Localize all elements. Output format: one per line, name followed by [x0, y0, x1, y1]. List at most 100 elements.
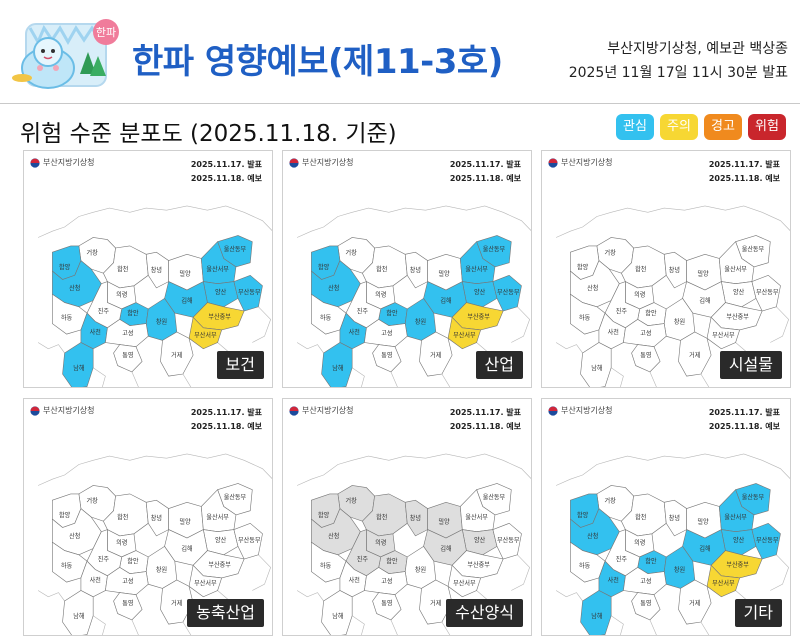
- coastline-outline: [351, 367, 365, 387]
- region-tongyeong: [372, 592, 402, 621]
- region-label-tongyeong: 통영: [381, 599, 392, 607]
- coastline-outline: [37, 590, 65, 602]
- region-label-hadong: 하동: [61, 313, 73, 321]
- coastline-outline: [37, 342, 65, 354]
- region-label-changnyeong: 창녕: [669, 266, 680, 274]
- sector-label: 시설물: [719, 351, 782, 379]
- kma-emblem-icon: [289, 405, 299, 416]
- coastline-outline: [700, 373, 710, 387]
- region-tongyeong: [631, 344, 661, 373]
- region-label-uiryeong: 의령: [116, 538, 127, 546]
- region-label-changnyeong: 창녕: [669, 514, 680, 522]
- region-geoje: [678, 579, 712, 625]
- map-panel-5: 거창 함양 합천 창녕 밀양 울산동부 울산서부 산청 의령 양산 함안 김해 부산동부 진주 창원 부산중부…: [282, 398, 532, 636]
- region-label-changnyeong: 창녕: [410, 514, 421, 522]
- region-label-uiryeong: 의령: [634, 538, 645, 546]
- kma-emblem-icon: [289, 157, 299, 168]
- region-goseong: [105, 567, 149, 596]
- region-label-changnyeong: 창녕: [151, 266, 162, 274]
- region-label-namhae: 남해: [591, 612, 603, 620]
- region-label-sancheong: 산청: [328, 532, 339, 540]
- region-label-tongyeong: 통영: [381, 351, 392, 359]
- region-label-haman: 함안: [127, 557, 139, 565]
- region-label-uiryeong: 의령: [375, 538, 386, 546]
- legend-level-caution: 주의: [660, 114, 698, 140]
- region-tongyeong: [372, 344, 402, 373]
- region-sacheon: [80, 560, 108, 598]
- region-label-jinju: 진주: [616, 555, 628, 563]
- region-label-busan_west: 부산서부: [194, 331, 217, 339]
- region-label-hadong: 하동: [579, 561, 591, 569]
- region-label-hamyang: 함양: [59, 511, 71, 519]
- region-goseong: [623, 319, 667, 348]
- kma-emblem-icon: [548, 405, 558, 416]
- region-label-geochang: 거창: [346, 496, 358, 504]
- region-label-goseong: 고성: [122, 577, 133, 585]
- coastline-outline: [131, 371, 139, 387]
- coastline-outline: [296, 205, 531, 238]
- region-label-ulsan_east: 울산동부: [742, 493, 765, 501]
- region-label-geoje: 거제: [430, 351, 442, 359]
- header-divider: [0, 103, 800, 104]
- mascot-snowman-icon: 한파: [12, 19, 119, 89]
- region-label-sacheon: 사천: [608, 328, 620, 336]
- forecast-date: 2025.11.18. 예보: [190, 422, 262, 431]
- region-changwon: [663, 297, 696, 341]
- coastline-outline: [131, 619, 139, 635]
- forecast-date: 2025.11.18. 예보: [708, 174, 780, 183]
- map-panel-2: 거창 함양 합천 창녕 밀양 울산동부 울산서부 산청 의령 양산 함안 김해 부산동부 진주 창원 부산중부…: [282, 150, 532, 388]
- region-goseong: [364, 567, 408, 596]
- region-sacheon: [80, 312, 108, 350]
- coastline-outline: [770, 554, 789, 591]
- kma-emblem-icon: [30, 405, 40, 416]
- region-label-haman: 함안: [645, 309, 657, 317]
- coastline-outline: [92, 367, 106, 387]
- forecast-date: 2025.11.18. 예보: [449, 174, 521, 183]
- coastline-outline: [351, 615, 365, 635]
- region-namhae: [321, 590, 353, 635]
- region-label-hapcheon: 합천: [376, 265, 388, 273]
- region-label-hamyang: 함양: [318, 511, 330, 519]
- region-label-busan_west: 부산서부: [712, 579, 735, 587]
- region-tongyeong: [113, 592, 143, 621]
- region-label-sacheon: 사천: [90, 328, 102, 336]
- region-label-geochang: 거창: [87, 496, 99, 504]
- region-label-ulsan_west: 울산서부: [206, 513, 229, 521]
- region-label-gimhae: 김해: [440, 545, 452, 553]
- region-label-changwon: 창원: [415, 566, 427, 574]
- coastline-outline: [37, 205, 272, 238]
- region-label-geoje: 거제: [171, 599, 183, 607]
- region-label-ulsan_west: 울산서부: [465, 513, 488, 521]
- region-label-changnyeong: 창녕: [410, 266, 421, 274]
- map-panel-3: 거창 함양 합천 창녕 밀양 울산동부 울산서부 산청 의령 양산 함안 김해 부산동부 진주 창원 부산중부…: [541, 150, 791, 388]
- issued-time-text: 2025년 11월 17일 11시 30분 발표: [568, 65, 788, 81]
- agency-logo: 부산지방기상청: [30, 157, 95, 168]
- region-label-changwon: 창원: [156, 318, 168, 326]
- region-label-sancheong: 산청: [587, 532, 598, 540]
- region-label-namhae: 남해: [591, 364, 603, 372]
- region-namhae: [62, 590, 94, 635]
- mascot-badge-text: 한파: [96, 26, 116, 39]
- region-label-geoje: 거제: [171, 351, 183, 359]
- agency-name: 부산지방기상청: [43, 406, 95, 415]
- region-goseong: [105, 319, 149, 348]
- region-label-uiryeong: 의령: [116, 290, 127, 298]
- region-label-sancheong: 산청: [328, 284, 339, 292]
- region-sacheon: [339, 312, 367, 350]
- issue-date: 2025.11.17. 발표: [708, 160, 780, 169]
- region-label-changwon: 창원: [156, 566, 168, 574]
- region-label-hapcheon: 합천: [635, 513, 647, 521]
- region-label-geochang: 거창: [346, 248, 358, 256]
- map-section-title: 위험 수준 분포도 (2025.11.18. 기준): [20, 121, 397, 147]
- kma-emblem-icon: [548, 157, 558, 168]
- region-label-sancheong: 산청: [69, 284, 80, 292]
- region-changwon: [145, 297, 178, 341]
- coastline-outline: [182, 621, 192, 635]
- region-label-sancheong: 산청: [69, 532, 80, 540]
- region-namhae: [62, 342, 94, 387]
- coastline-outline: [770, 306, 789, 343]
- region-label-busan_west: 부산서부: [453, 331, 476, 339]
- region-namhae: [321, 342, 353, 387]
- region-label-ulsan_east: 울산동부: [483, 493, 506, 501]
